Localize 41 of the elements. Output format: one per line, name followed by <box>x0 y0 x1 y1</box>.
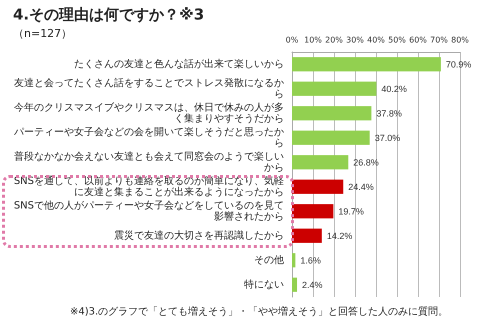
data-label: 24.4% <box>348 182 374 192</box>
y-tick-label: 普段なかなか会えない友達とも会えて同窓会のようで楽しいから <box>14 150 284 174</box>
data-label: 37.0% <box>374 132 400 143</box>
x-tick-label: 0% <box>286 36 299 44</box>
bar <box>292 130 370 145</box>
data-label: 14.2% <box>326 230 352 241</box>
y-tick-label: SNSで他の人がパーティーや女子会などをしているのを見て影響されたから <box>14 199 284 222</box>
bar <box>292 155 348 170</box>
x-tick-label: 10% <box>304 36 322 44</box>
x-tick-label: 80% <box>451 36 470 44</box>
text: ※4)3.のグラフで「とても増えそう」・「やや増えそう」と回答した人のみに質問。 <box>70 306 448 318</box>
data-label: 19.7% <box>338 206 364 216</box>
y-tick-label: 今年のクリスマスイブやクリスマスは、休日で休みの人が多く集まりやすそうだから <box>14 101 284 124</box>
x-tick-label: 40% <box>367 36 386 44</box>
bar <box>292 278 298 292</box>
bar <box>292 180 344 194</box>
bar <box>292 57 441 72</box>
x-tick-label: 60% <box>409 36 428 44</box>
y-tick-label: たくさんの友達と色んな話が出来て楽しいから <box>74 58 284 70</box>
data-label: 37.8% <box>376 108 402 118</box>
data-label: 1.6% <box>300 255 321 266</box>
bar <box>292 106 372 120</box>
y-tick-label: その他 <box>254 254 284 266</box>
bar <box>292 204 334 218</box>
bar <box>292 253 296 268</box>
y-tick-label: 友達と会ってたくさん話をすることでストレス発散になるから <box>14 76 284 100</box>
y-tick-label: 震災で友達の大切さを再認識したから <box>114 229 284 242</box>
text: （n=127） <box>13 27 72 40</box>
x-tick-label: 70% <box>430 36 448 44</box>
bar <box>292 82 376 96</box>
data-label: 40.2% <box>381 84 407 94</box>
x-tick-label: 50% <box>388 36 406 44</box>
x-tick-label: 20% <box>325 36 344 44</box>
y-tick-label: パーティーや女子会などの会を開いて楽しそうだと思ったから <box>13 126 284 149</box>
data-label: 2.4% <box>302 280 323 290</box>
x-tick-label: 30% <box>346 36 364 44</box>
bar <box>292 228 322 243</box>
data-label: 70.9% <box>446 59 472 70</box>
data-label: 26.8% <box>353 157 379 168</box>
y-tick-label: 特にない <box>244 278 284 290</box>
text: 4.その理由は何ですか？※3 <box>13 6 204 24</box>
